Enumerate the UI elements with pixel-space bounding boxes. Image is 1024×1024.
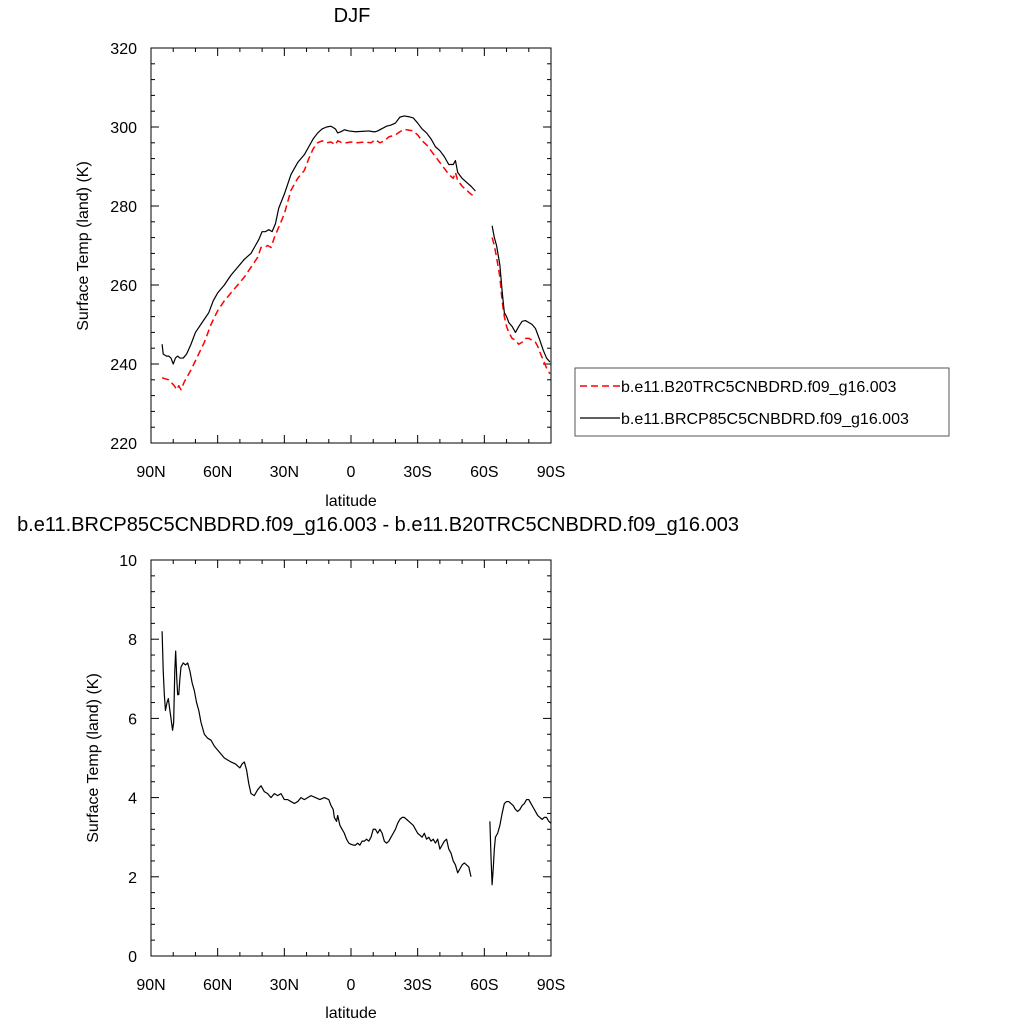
x-tick-label: 30S: [403, 464, 431, 481]
top-x-axis-label: latitude: [325, 493, 377, 510]
top-plot-frame: [150, 47, 552, 444]
x-tick-label: 30N: [270, 464, 299, 481]
x-tick-label: 90N: [136, 464, 165, 481]
x-tick-label: 90S: [537, 977, 565, 994]
series-rcp85-line-seg1: [489, 798, 552, 886]
top-series: [161, 115, 551, 391]
top-ticks: [150, 47, 552, 444]
y-tick-label: 240: [110, 357, 137, 374]
bottom-series: [161, 631, 552, 886]
bottom-ticks: [150, 559, 552, 957]
x-tick-label: 90S: [537, 464, 565, 481]
y-tick-label: 2: [128, 870, 137, 887]
y-tick-label: 6: [128, 711, 137, 728]
y-tick-label: 8: [128, 632, 137, 649]
y-tick-label: 300: [110, 120, 137, 137]
y-tick-label: 4: [128, 791, 137, 808]
top-y-axis-label: Surface Temp (land) (K): [75, 161, 92, 331]
x-tick-label: 30S: [403, 977, 431, 994]
x-tick-label: 60S: [470, 977, 498, 994]
series-historical-line-seg1: [491, 237, 551, 375]
x-tick-label: 60N: [203, 977, 232, 994]
bottom-y-tick-labels: 0 2 4 6 8 10: [119, 553, 137, 966]
series-historical-line-seg0: [161, 128, 476, 391]
x-tick-label: 60S: [470, 464, 498, 481]
bottom-x-axis-label: latitude: [325, 1005, 377, 1022]
legend-label-historical: b.e11.B20TRC5CNBDRD.f09_g16.003: [621, 379, 897, 396]
bottom-y-axis-label: Surface Temp (land) (K): [85, 673, 102, 843]
x-tick-label: 0: [347, 464, 356, 481]
y-tick-label: 280: [110, 199, 137, 216]
y-tick-label: 320: [110, 41, 137, 58]
y-tick-label: 220: [110, 436, 137, 453]
bottom-plot-frame: [150, 559, 552, 957]
x-tick-label: 30N: [270, 977, 299, 994]
series-rcp85-line-seg0: [161, 115, 476, 365]
top-x-tick-labels: 90N 60N 30N 0 30S 60S 90S: [136, 464, 565, 481]
series-rcp85-line-seg0: [161, 631, 472, 877]
series-rcp85-line-seg1: [491, 225, 551, 363]
top-title: DJF: [334, 5, 371, 27]
x-tick-label: 90N: [136, 977, 165, 994]
top-y-tick-labels: 220 240 260 280 300 320: [110, 41, 137, 453]
y-tick-label: 0: [128, 949, 137, 966]
y-tick-label: 10: [119, 553, 137, 570]
bottom-panel: b.e11.BRCP85C5CNBDRD.f09_g16.003 - b.e11…: [17, 514, 739, 1022]
legend-box: [574, 367, 950, 437]
bottom-x-tick-labels: 90N 60N 30N 0 30S 60S 90S: [136, 977, 565, 994]
x-tick-label: 0: [347, 977, 356, 994]
legend: b.e11.B20TRC5CNBDRD.f09_g16.003 b.e11.BR…: [574, 367, 950, 437]
x-tick-label: 60N: [203, 464, 232, 481]
legend-label-rcp85: b.e11.BRCP85C5CNBDRD.f09_g16.003: [621, 411, 909, 428]
bottom-title: b.e11.BRCP85C5CNBDRD.f09_g16.003 - b.e11…: [17, 514, 739, 536]
y-tick-label: 260: [110, 278, 137, 295]
